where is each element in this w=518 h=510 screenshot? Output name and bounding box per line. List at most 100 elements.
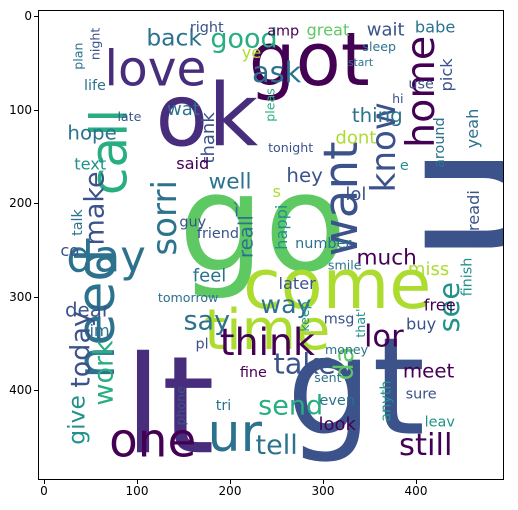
word-36: miss	[408, 259, 449, 280]
word-49: look	[319, 414, 357, 435]
word-26: tell	[256, 430, 298, 461]
word-88: plan	[71, 43, 86, 70]
x-tick-mark	[323, 480, 324, 484]
y-tick-mark	[34, 203, 38, 204]
word-68: leav	[425, 415, 456, 431]
word-16: home	[398, 36, 444, 148]
word-69: anyth	[379, 380, 395, 421]
word-77: pl	[196, 337, 209, 353]
y-tick-label: 0	[24, 9, 32, 23]
word-17: know	[364, 102, 404, 192]
word-100: pleas	[263, 88, 278, 122]
word-21: sorri	[145, 180, 185, 256]
word-47: amp	[267, 24, 299, 40]
word-70: later	[278, 274, 316, 293]
word-0: got	[249, 17, 370, 103]
word-30: see	[432, 282, 466, 332]
word-94: e	[400, 158, 409, 174]
word-95: hi	[392, 91, 403, 106]
word-83: smile	[328, 257, 362, 272]
word-20: back	[146, 23, 202, 51]
word-97: money	[325, 342, 369, 357]
x-tick-mark	[230, 480, 231, 484]
word-1: ok	[155, 66, 258, 166]
word-91: sleep	[362, 39, 396, 54]
word-24: take	[273, 347, 335, 381]
word-86: text	[74, 155, 106, 174]
word-71: keep	[297, 301, 312, 331]
word-74: fine	[240, 365, 267, 381]
word-51: reall	[234, 215, 257, 258]
word-35: much	[356, 246, 416, 271]
word-99: s	[272, 182, 280, 201]
word-64: around	[432, 117, 448, 168]
word-54: thank	[198, 112, 219, 164]
word-12: day	[66, 232, 145, 282]
word-87: co	[60, 241, 79, 260]
word-14: ur	[207, 404, 262, 464]
word-18: good	[210, 24, 277, 55]
word-98: sent	[314, 370, 341, 385]
y-tick-label: 400	[9, 383, 32, 397]
y-tick-mark	[34, 110, 38, 111]
word-79: im	[89, 321, 109, 340]
word-85: life	[84, 78, 106, 94]
word-67: sure	[406, 387, 437, 403]
x-tick-label: 300	[311, 484, 335, 498]
word-65: buy	[406, 315, 437, 334]
word-55: said	[176, 154, 209, 173]
word-41: hope	[67, 122, 116, 145]
word-5: gt	[287, 309, 426, 466]
word-44: lol	[345, 184, 366, 205]
word-23: say	[183, 306, 230, 337]
word-13: one	[109, 415, 196, 469]
word-53: friend	[197, 226, 239, 242]
y-tick-mark	[34, 297, 38, 298]
x-tick-label: 0	[40, 484, 48, 498]
word-19: ask	[252, 55, 302, 89]
word-3: u	[353, 144, 504, 264]
word-78: tomorrow	[158, 290, 218, 305]
word-80: ì	[233, 201, 239, 222]
word-50: feel	[193, 266, 227, 287]
word-56: wat	[167, 99, 200, 120]
x-tick-mark	[416, 480, 417, 484]
word-66: free	[424, 296, 456, 315]
word-10: need	[67, 248, 127, 378]
word-93: tonight	[268, 140, 313, 155]
word-6: come	[243, 246, 431, 325]
word-76: phone	[173, 386, 188, 426]
word-96: that'	[353, 309, 368, 338]
word-75: tri	[216, 398, 232, 414]
word-38: well	[209, 170, 252, 195]
word-89: night	[87, 28, 102, 60]
word-72: msg	[324, 311, 355, 327]
word-33: give	[62, 395, 90, 445]
word-42: meet	[403, 360, 455, 383]
word-62: alreadi	[464, 190, 483, 245]
x-tick-mark	[44, 480, 45, 484]
word-28: lor	[364, 320, 404, 355]
word-29: da	[329, 347, 360, 381]
word-2: go	[179, 145, 347, 302]
word-32: work	[89, 340, 120, 406]
word-81: guy	[179, 215, 206, 231]
word-39: thing	[352, 104, 403, 127]
y-tick-label: 300	[9, 290, 32, 304]
word-46: great	[307, 20, 350, 39]
word-7: love	[105, 41, 207, 97]
word-92: start	[348, 56, 373, 69]
word-40: dont	[335, 127, 376, 148]
y-tick-mark	[34, 16, 38, 17]
word-60: use	[408, 76, 434, 92]
word-27: still	[399, 428, 452, 463]
x-tick-label: 100	[125, 484, 149, 498]
x-tick-label: 400	[404, 484, 428, 498]
word-61: yeah	[463, 109, 482, 149]
word-8: call	[79, 109, 138, 196]
word-57: right	[190, 20, 224, 36]
word-9: time	[204, 298, 330, 363]
word-4: lt	[124, 327, 214, 480]
word-63: finish	[460, 258, 476, 297]
